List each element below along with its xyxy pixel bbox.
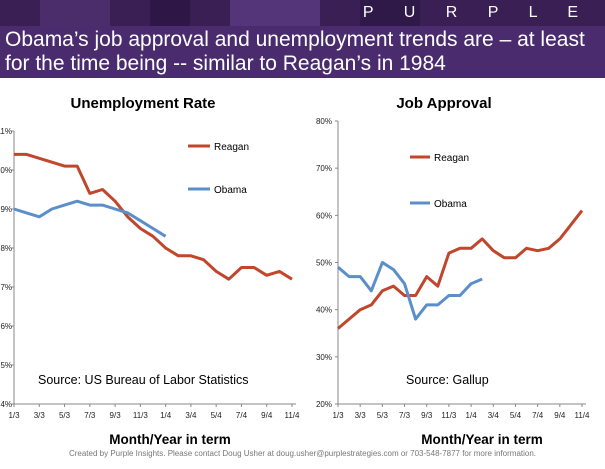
unemployment-obama-line xyxy=(13,199,167,238)
unemployment-x-tick-label: 5/3 xyxy=(59,411,71,420)
unemployment-y-tick-label: 9% xyxy=(0,205,12,214)
unemployment-chart-title: Unemployment Rate xyxy=(70,95,215,112)
approval-x-tick-label: 9/4 xyxy=(554,411,566,420)
approval-x-tick-label: 5/4 xyxy=(510,411,522,420)
approval-y-tick-label: 70% xyxy=(316,164,332,173)
approval-y-tick-label: 40% xyxy=(316,306,332,315)
unemployment-y-tick-label: 11% xyxy=(0,127,12,136)
unemployment-y-tick-label: 8% xyxy=(0,244,12,253)
approval-legend-obama-label: Obama xyxy=(434,199,467,210)
approval-chart-title: Job Approval xyxy=(396,95,491,112)
unemployment-reagan-line xyxy=(14,152,293,281)
approval-x-tick-label: 1/4 xyxy=(466,411,478,420)
unemployment-x-tick-label: 5/4 xyxy=(211,411,223,420)
approval-y-tick-label: 30% xyxy=(316,353,332,362)
unemployment-legend-reagan-label: Reagan xyxy=(214,142,249,153)
unemployment-y-tick-label: 5% xyxy=(0,361,12,370)
unemployment-y-tick-label: 6% xyxy=(0,322,12,331)
approval-legend-reagan-label: Reagan xyxy=(434,153,469,164)
approval-y-tick-label: 60% xyxy=(316,211,332,220)
approval-x-tick-label: 9/3 xyxy=(421,411,433,420)
approval-y-tick-label: 80% xyxy=(316,117,332,126)
headline-bar: Obama’s job approval and unemployment tr… xyxy=(0,26,605,78)
unemployment-source-note: Source: US Bureau of Labor Statistics xyxy=(38,373,249,387)
unemployment-x-tick-label: 1/3 xyxy=(8,411,20,420)
approval-y-tick-label: 50% xyxy=(316,259,332,268)
approval-y-tick-label: 20% xyxy=(316,400,332,409)
approval-reagan-line xyxy=(337,209,584,330)
unemployment-x-tick-label: 1/4 xyxy=(160,411,172,420)
approval-x-tick-label: 5/3 xyxy=(377,411,389,420)
approval-x-tick-label: 3/4 xyxy=(488,411,500,420)
unemployment-x-tick-label: 9/4 xyxy=(261,411,273,420)
brand-logo: P U R P L E xyxy=(362,4,591,21)
unemployment-legend-obama-label: Obama xyxy=(214,185,247,196)
unemployment-x-tick-label: 7/4 xyxy=(236,411,248,420)
approval-x-tick-label: 11/3 xyxy=(441,411,457,420)
headline-line-1: Obama’s job approval and unemployment tr… xyxy=(5,28,585,51)
unemployment-chart: Unemployment Rate 4% 5% 6% 7% 8% 9% 10% 11% 1/3 3/… xyxy=(0,95,301,447)
unemployment-y-tick-label: 10% xyxy=(0,166,12,175)
unemployment-x-tick-label: 9/3 xyxy=(110,411,122,420)
unemployment-x-axis-label: Month/Year in term xyxy=(109,432,231,447)
approval-x-tick-label: 7/3 xyxy=(399,411,411,420)
unemployment-y-tick-label: 7% xyxy=(0,283,12,292)
headline-text: Obama’s job approval and unemployment tr… xyxy=(5,28,605,76)
unemployment-x-tick-label: 7/3 xyxy=(84,411,96,420)
approval-source-note: Source: Gallup xyxy=(406,373,489,387)
unemployment-x-tick-label: 3/4 xyxy=(185,411,197,420)
approval-x-axis-label: Month/Year in term xyxy=(421,432,543,447)
unemployment-y-tick-label: 4% xyxy=(0,400,12,409)
footer-credit: Created by Purple Insights. Please conta… xyxy=(68,449,537,458)
top-banner: P U R P L E xyxy=(0,0,605,26)
headline-line-2: for the time being -- similar to Reagan’… xyxy=(5,52,446,75)
approval-x-tick-label: 7/4 xyxy=(532,411,544,420)
approval-x-tick-label: 11/4 xyxy=(575,411,591,420)
unemployment-x-tick-label: 3/3 xyxy=(34,411,46,420)
unemployment-x-tick-label: 11/4 xyxy=(285,411,301,420)
approval-x-tick-label: 1/3 xyxy=(332,411,344,420)
approval-obama-line xyxy=(337,261,483,321)
approval-x-tick-label: 3/3 xyxy=(355,411,367,420)
unemployment-x-tick-label: 11/3 xyxy=(133,411,149,420)
job-approval-chart: Job Approval 20% 30% 40% 50% 60% 70% 80% 1/3 3/3 5… xyxy=(316,95,591,447)
